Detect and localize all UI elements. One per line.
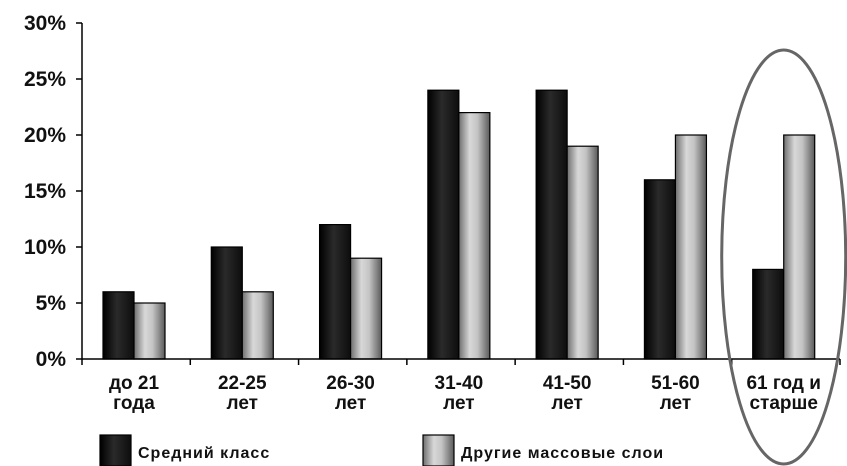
y-tick-label: 5%	[36, 292, 67, 315]
y-tick-label: 0%	[36, 348, 67, 371]
y-tick-label: 10%	[24, 236, 66, 259]
y-tick-label: 20%	[24, 124, 66, 147]
y-axis-tick-labels: 0% 5% 10% 15% 20% 25% 30%	[24, 12, 66, 371]
x-tick-label: до 21 года	[109, 373, 160, 414]
x-tick-label: 26-30 лет	[326, 373, 375, 414]
bar	[566, 145, 599, 360]
bar	[241, 291, 274, 360]
legend-swatch	[99, 434, 132, 466]
x-tick-label: 22-25 лет	[218, 373, 267, 414]
x-tick-label: 61 год и старше	[746, 373, 820, 414]
bar	[102, 291, 135, 360]
x-tick-label: 31-40 лет	[435, 373, 484, 414]
bar	[318, 224, 352, 360]
x-tick-label: 41-50 лет	[543, 373, 592, 414]
bar	[133, 302, 166, 360]
legend-swatch	[422, 434, 455, 466]
bar	[752, 268, 785, 360]
y-tick-label: 25%	[24, 68, 66, 91]
axes	[76, 22, 841, 365]
bars	[102, 89, 816, 360]
x-axis-category-labels: до 21 года 22-25 лет 26-30 лет 31-40 лет 41-50 ле…	[109, 373, 821, 414]
x-tick-label: 51-60 лет	[651, 373, 700, 414]
legend: Средний класс Другие массовые слои	[99, 434, 664, 466]
bar	[458, 111, 491, 360]
highlight-ellipse-shape	[720, 48, 847, 466]
y-tick-label: 30%	[24, 12, 66, 35]
bar	[674, 134, 708, 360]
y-tick-label: 15%	[24, 180, 66, 203]
highlight-ellipse	[720, 48, 847, 466]
legend-label: Средний класс	[138, 445, 270, 462]
legend-label: Другие массовые слои	[461, 445, 664, 462]
bar	[535, 89, 568, 360]
bar	[783, 134, 816, 360]
bar	[643, 179, 677, 360]
bar	[349, 257, 383, 360]
bar	[210, 246, 243, 360]
bar	[427, 89, 460, 360]
